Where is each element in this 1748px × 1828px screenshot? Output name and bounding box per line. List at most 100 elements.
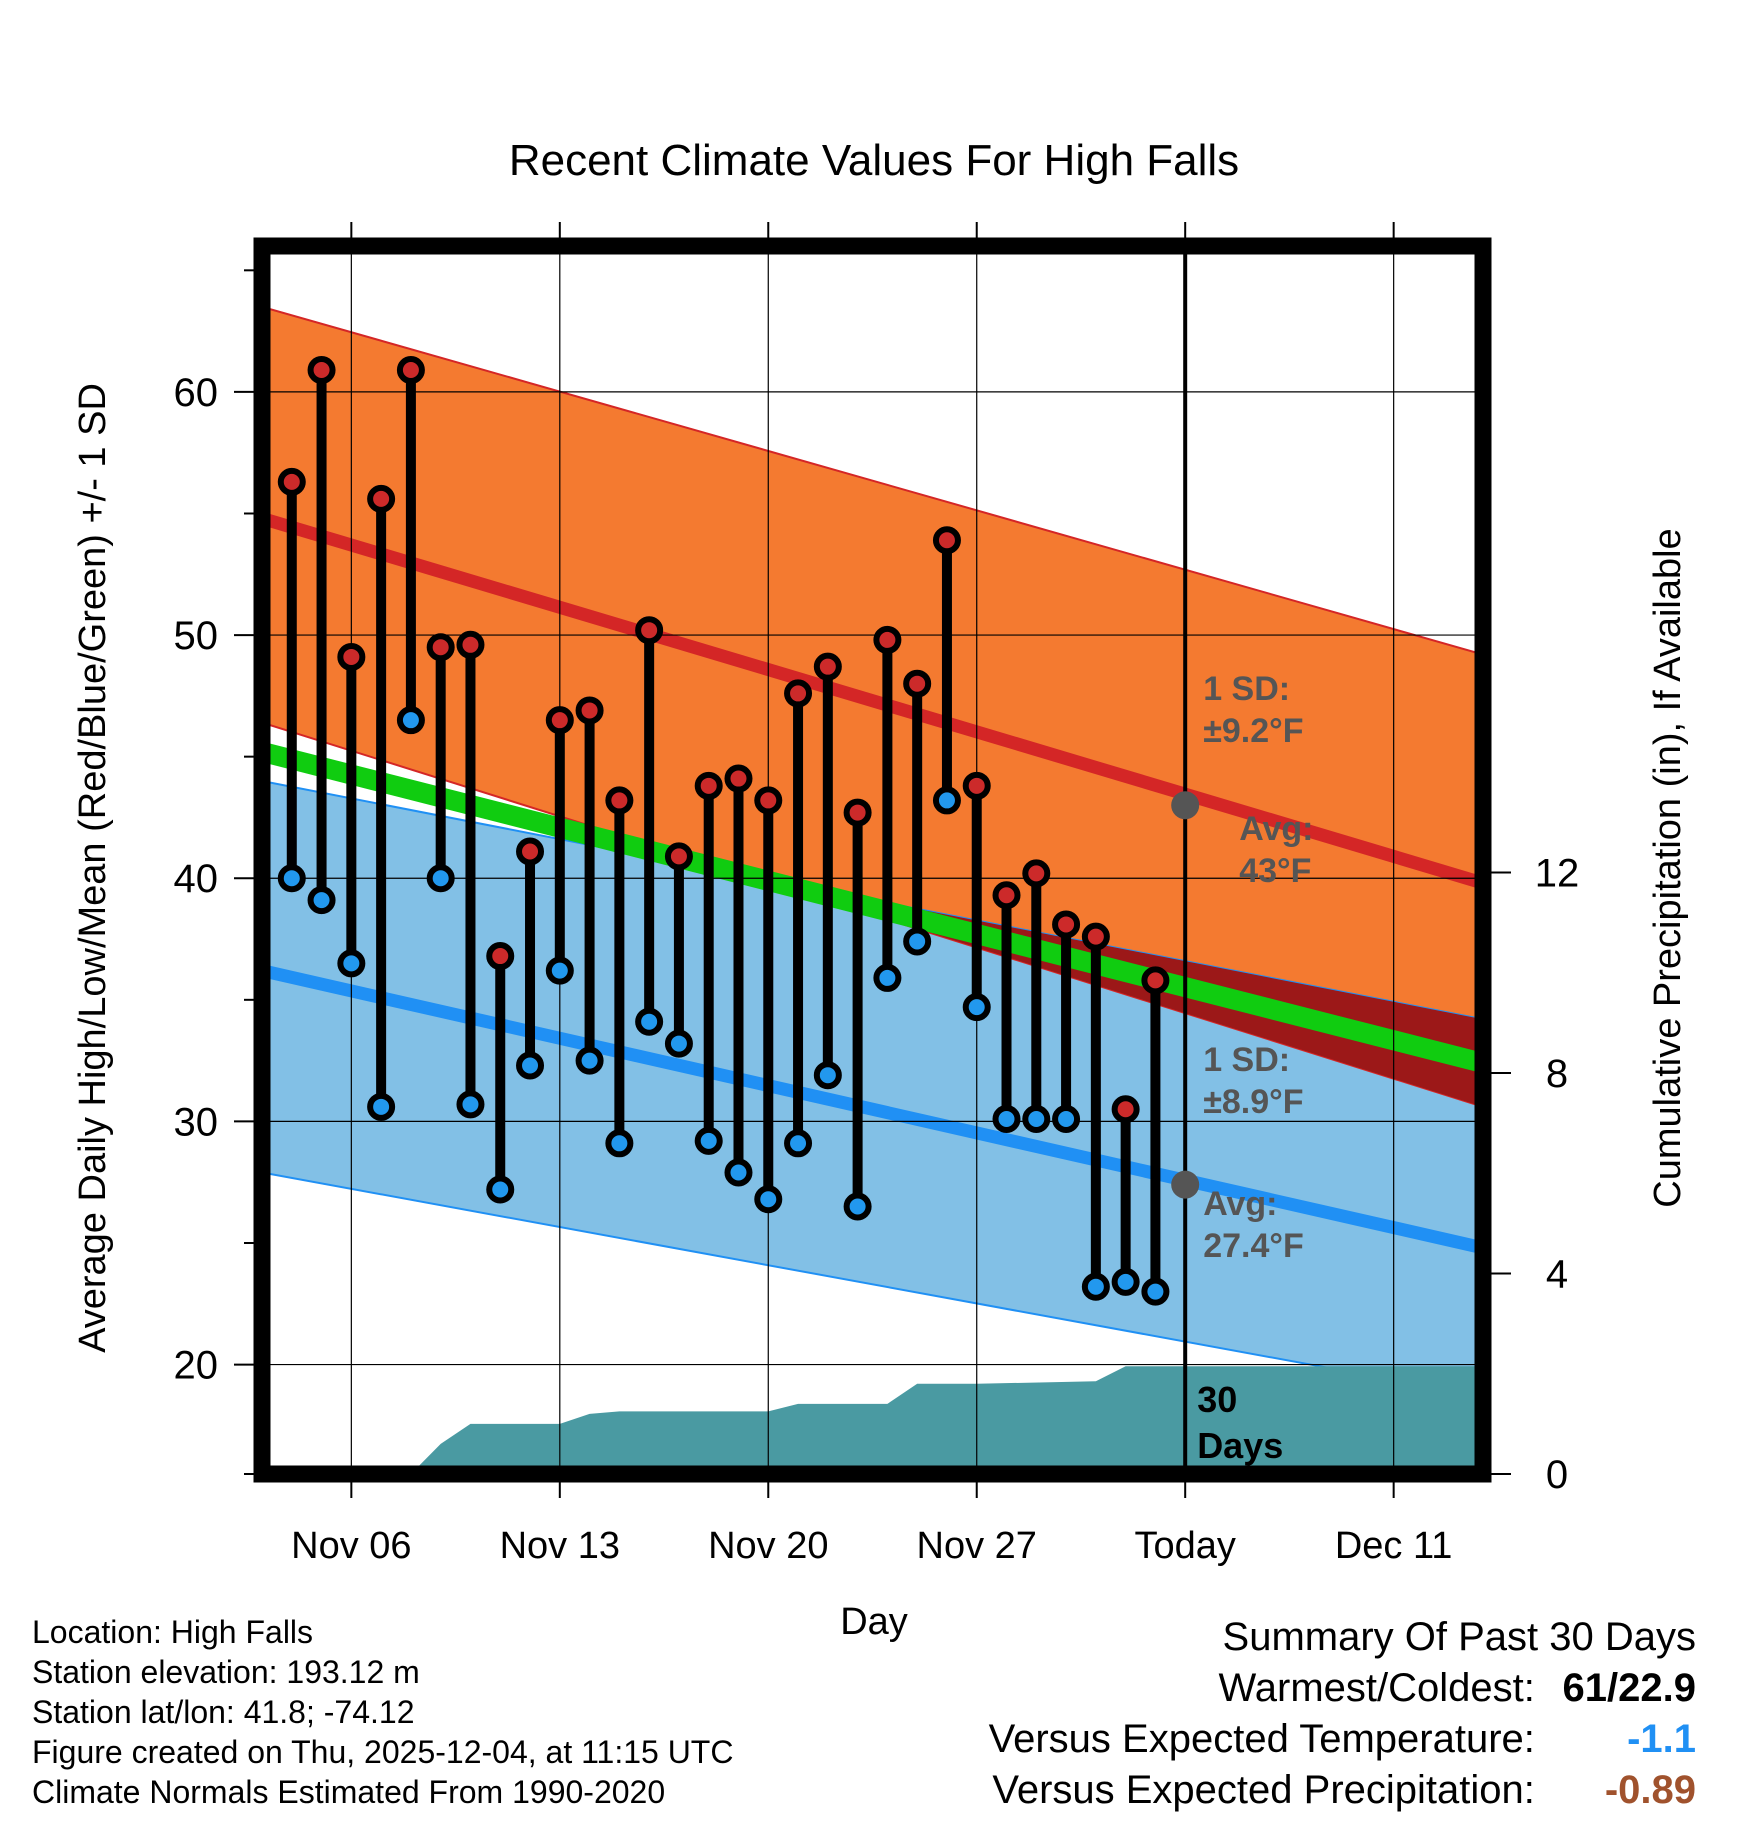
obs-high-point <box>605 786 634 815</box>
obs-high-point <box>724 764 753 793</box>
obs-high-point <box>456 630 485 659</box>
obs-high-point <box>635 616 664 645</box>
obs-high-point <box>1052 910 1081 939</box>
plot-clip-group: 1 SD: ±9.2°F Avg: 43°F 1 SD: ±8.9°F Avg: 27.4°F… <box>262 246 1483 1474</box>
obs-low-point <box>307 886 336 915</box>
obs-low-point <box>605 1129 634 1158</box>
obs-low-point <box>694 1126 723 1155</box>
obs-high-point <box>575 696 604 725</box>
obs-low-point <box>1022 1104 1051 1133</box>
created-text: Figure created on Thu, 2025-12-04, at 11… <box>32 1734 734 1770</box>
warmest-coldest-row: Warmest/Coldest: 61/22.9 <box>989 1663 1697 1714</box>
obs-high-point <box>664 842 693 871</box>
obs-low-point <box>337 949 366 978</box>
high-sd-value: ±9.2°F <box>1203 712 1303 750</box>
obs-low-point <box>784 1129 813 1158</box>
location-text: Location: High Falls <box>32 1614 314 1650</box>
today-low-normal-marker <box>1171 1170 1200 1199</box>
obs-low-point <box>1052 1104 1081 1133</box>
obs-low-point <box>1141 1277 1170 1306</box>
y2-tick-label: 8 <box>1546 1052 1568 1096</box>
obs-high-point <box>486 942 515 971</box>
obs-high-point <box>1081 922 1110 951</box>
warmest-coldest-value: 61/22.9 <box>1546 1663 1696 1714</box>
high-avg-value: 43°F <box>1239 852 1311 890</box>
y2-axis-label: Cumulative Precipitation (in), If Availa… <box>1647 528 1689 1207</box>
precip-anomaly-row: Versus Expected Precipitation: -0.89 <box>989 1765 1696 1816</box>
low-avg-value: 27.4°F <box>1203 1227 1304 1265</box>
summary-title: Summary Of Past 30 Days <box>1222 1615 1696 1659</box>
temp-anomaly-row: Versus Expected Temperature: -1.1 <box>989 1714 1696 1765</box>
y-tick-label: 30 <box>174 1100 219 1144</box>
obs-high-point <box>754 786 783 815</box>
obs-low-point <box>456 1090 485 1119</box>
normal-high-upper-edge <box>262 305 1483 656</box>
obs-low-point <box>426 864 455 893</box>
temp-anomaly-value: -1.1 <box>1627 1717 1696 1761</box>
y2-tick-label: 12 <box>1535 852 1580 896</box>
obs-low-point <box>635 1007 664 1036</box>
obs-high-point <box>1141 966 1170 995</box>
x-tick-label: Dec 11 <box>1335 1525 1453 1567</box>
normals-text: Climate Normals Estimated From 1990-2020 <box>32 1774 666 1810</box>
obs-high-point <box>396 356 425 385</box>
normal-high-line <box>262 512 1483 890</box>
obs-high-point <box>843 798 872 827</box>
y-tick-label: 20 <box>174 1344 219 1388</box>
warmest-coldest-label: Warmest/Coldest: <box>1218 1666 1535 1710</box>
y-tick-label: 60 <box>174 371 219 415</box>
x-tick-label: Nov 27 <box>917 1525 1037 1567</box>
obs-high-point <box>962 771 991 800</box>
obs-low-point <box>277 864 306 893</box>
today-high-normal-marker <box>1171 791 1200 820</box>
obs-low-point <box>367 1092 396 1121</box>
obs-low-point <box>813 1061 842 1090</box>
obs-high-point <box>307 356 336 385</box>
normal-low-lower-edge <box>262 1171 1483 1398</box>
obs-high-point <box>426 633 455 662</box>
obs-high-point <box>694 771 723 800</box>
obs-low-point <box>843 1192 872 1221</box>
normal-low-band <box>262 780 1483 1397</box>
obs-high-point <box>903 669 932 698</box>
obs-low-point <box>575 1046 604 1075</box>
obs-high-point <box>367 484 396 513</box>
coldest-value: 22.9 <box>1618 1666 1696 1710</box>
plot-area: 1 SD: ±9.2°F Avg: 43°F 1 SD: ±8.9°F Avg: 27.4°F… <box>262 246 1483 1474</box>
x-tick-label: Nov 13 <box>500 1525 620 1567</box>
obs-high-point <box>1111 1095 1140 1124</box>
obs-low-point <box>962 993 991 1022</box>
y-tick-label: 50 <box>174 614 219 658</box>
y2-tick-label: 4 <box>1546 1253 1568 1297</box>
obs-high-point <box>516 837 545 866</box>
obs-low-point <box>724 1158 753 1187</box>
precip-anomaly-value: -0.89 <box>1604 1768 1696 1812</box>
axes: Nov 06 Nov 13 Nov 20 Nov 27 Today Dec 11 20 30 4… <box>174 222 1580 1567</box>
warmest-value: 61 <box>1562 1666 1608 1710</box>
y2-tick-label: 0 <box>1546 1453 1568 1497</box>
obs-high-point <box>932 526 961 555</box>
temp-anomaly-label: Versus Expected Temperature: <box>988 1717 1535 1761</box>
low-avg-label: Avg: <box>1203 1185 1277 1223</box>
summary-panel: Summary Of Past 30 Days Warmest/Coldest:… <box>989 1612 1696 1816</box>
obs-high-point <box>873 625 902 654</box>
obs-high-point <box>337 642 366 671</box>
low-sd-label: 1 SD: <box>1203 1041 1290 1079</box>
y-axis-label: Average Daily High/Low/Mean (Red/Blue/Gr… <box>72 383 114 1353</box>
warmest-separator: / <box>1607 1666 1619 1710</box>
obs-high-point <box>277 467 306 496</box>
y-tick-label: 40 <box>174 857 219 901</box>
obs-low-point <box>486 1175 515 1204</box>
obs-high-point <box>784 679 813 708</box>
x-axis-label: Day <box>840 1601 908 1643</box>
obs-high-point <box>992 881 1021 910</box>
elevation-text: Station elevation: 193.12 m <box>32 1654 420 1690</box>
x-tick-label: Nov 06 <box>291 1525 411 1567</box>
precipitation-area <box>410 1366 1483 1474</box>
obs-high-point <box>545 706 574 735</box>
precip-days-label-1: 30 <box>1197 1379 1237 1420</box>
precip-days-label-2: Days <box>1197 1425 1283 1466</box>
obs-low-point <box>1081 1272 1110 1301</box>
band-overlap <box>750 876 1483 1107</box>
